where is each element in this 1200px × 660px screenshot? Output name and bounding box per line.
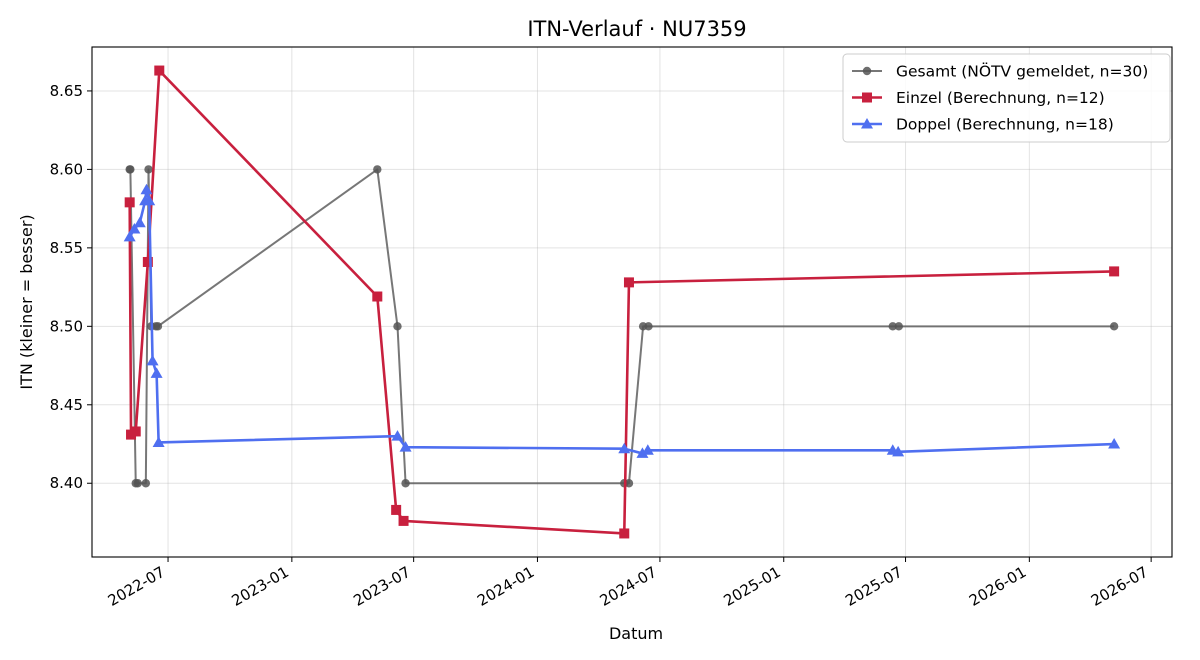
y-tick-label: 8.60 xyxy=(50,160,83,178)
y-tick-label: 8.55 xyxy=(50,239,83,257)
data-point-gesamt xyxy=(144,165,153,174)
data-point-gesamt xyxy=(644,322,653,331)
data-point-einzel xyxy=(130,426,141,437)
legend-item-doppel: Doppel (Berechnung, n=18) xyxy=(852,116,1114,134)
series-gesamt xyxy=(125,165,1119,488)
data-point-doppel xyxy=(636,447,649,458)
data-point-gesamt xyxy=(888,322,897,331)
data-point-gesamt xyxy=(126,165,135,174)
y-tick-label: 8.45 xyxy=(50,396,83,414)
legend-marker-einzel xyxy=(862,92,872,103)
data-point-gesamt xyxy=(1109,322,1119,331)
data-point-doppel xyxy=(146,354,159,366)
data-point-einzel xyxy=(142,256,153,267)
data-point-einzel xyxy=(124,197,135,208)
data-point-doppel xyxy=(1108,438,1121,449)
data-point-doppel xyxy=(140,183,153,195)
data-point-doppel xyxy=(641,444,654,455)
data-point-doppel xyxy=(618,442,631,454)
legend-marker-gesamt xyxy=(862,66,872,76)
legend-marker-doppel xyxy=(861,118,873,129)
y-tick-label: 8.65 xyxy=(50,82,83,100)
data-point-gesamt xyxy=(141,479,151,488)
data-point-einzel xyxy=(1109,266,1120,277)
data-point-gesamt xyxy=(373,165,382,174)
data-point-einzel xyxy=(154,65,165,76)
legend-item-gesamt: Gesamt (NÖTV gemeldet, n=30) xyxy=(852,62,1148,81)
data-point-einzel xyxy=(619,528,630,539)
y-tick-label: 8.40 xyxy=(50,474,83,492)
data-point-gesamt xyxy=(624,479,634,488)
data-point-einzel xyxy=(372,291,383,302)
data-point-gesamt xyxy=(153,322,163,331)
series-doppel xyxy=(123,183,1121,458)
data-point-doppel xyxy=(892,445,905,457)
plot-frame xyxy=(91,46,1173,558)
y-axis-label: ITN (kleiner = besser) xyxy=(17,214,36,389)
legend-label-gesamt: Gesamt (NÖTV gemeldet, n=30) xyxy=(896,62,1148,81)
series-layer xyxy=(123,65,1121,539)
y-tick-label: 8.50 xyxy=(50,317,83,335)
x-axis-label: Datum xyxy=(609,624,663,643)
data-point-gesamt xyxy=(894,322,904,331)
data-point-gesamt xyxy=(401,479,410,488)
y-axis-ticks: 8.40 8.45 8.50 8.55 8.60 8.65 xyxy=(50,82,92,492)
data-point-doppel xyxy=(150,367,163,378)
data-point-doppel xyxy=(128,223,141,234)
data-point-einzel xyxy=(398,515,409,526)
legend-label-einzel: Einzel (Berechnung, n=12) xyxy=(896,89,1105,107)
legend-box xyxy=(842,53,1171,143)
data-point-gesamt xyxy=(393,322,402,331)
legend-item-einzel: Einzel (Berechnung, n=12) xyxy=(852,89,1105,107)
data-point-einzel xyxy=(623,277,634,288)
data-point-doppel xyxy=(152,436,165,447)
data-point-doppel xyxy=(133,216,146,228)
legend: Gesamt (NÖTV gemeldet, n=30) Einzel (Bere… xyxy=(842,53,1171,143)
legend-label-doppel: Doppel (Berechnung, n=18) xyxy=(896,116,1114,134)
data-point-einzel xyxy=(391,504,402,515)
data-point-doppel xyxy=(399,441,412,452)
chart-title: ITN-Verlauf · NU7359 xyxy=(527,17,746,41)
data-point-doppel xyxy=(143,194,156,206)
data-point-gesamt xyxy=(133,479,142,488)
data-point-doppel xyxy=(391,430,404,441)
data-point-doppel xyxy=(123,230,136,242)
